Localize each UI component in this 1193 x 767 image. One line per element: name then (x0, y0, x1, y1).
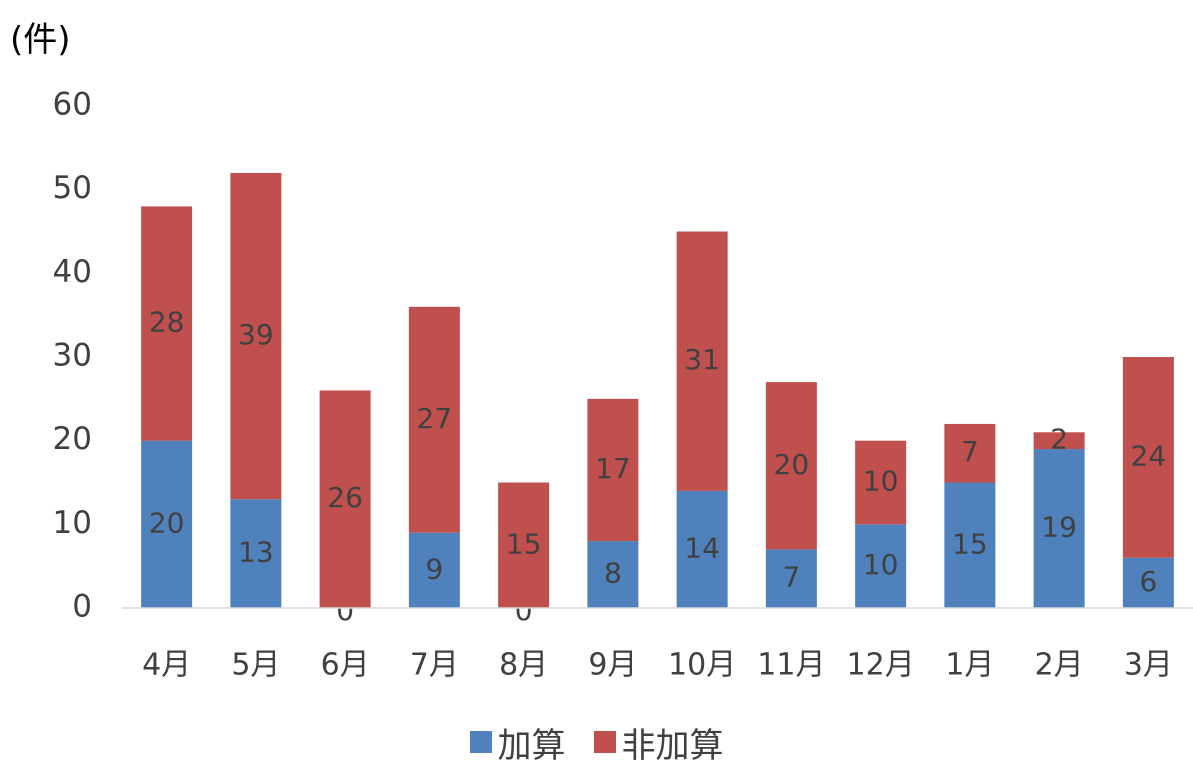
data-label: 26 (327, 481, 363, 514)
bar-hikasan (1033, 432, 1085, 450)
bar-kasan (855, 524, 907, 608)
data-label: 7 (782, 561, 800, 594)
bar-hikasan (587, 398, 639, 542)
x-tick-label: 10月 (668, 648, 736, 683)
bar-hikasan (408, 306, 460, 533)
y-tick-label: 40 (53, 254, 92, 290)
bar-hikasan (765, 382, 817, 550)
bar-kasan (141, 440, 193, 608)
data-label: 15 (952, 527, 988, 560)
chart-plot: 010203040506020284月13395月0266月9277月0158月… (53, 87, 1193, 683)
y-tick-label: 20 (53, 421, 92, 457)
data-label: 10 (863, 465, 899, 498)
legend-item-hikasan: 非加算 (593, 718, 724, 767)
bar-hikasan (1122, 357, 1174, 558)
bar-kasan (765, 549, 817, 608)
bar-kasan (587, 541, 639, 608)
bar-kasan (230, 499, 282, 608)
data-label: 2 (1050, 423, 1068, 456)
bar-hikasan (855, 440, 907, 525)
data-label: 28 (149, 306, 185, 339)
x-tick-label: 2月 (1035, 648, 1084, 683)
data-label: 15 (506, 527, 542, 560)
data-label: 39 (238, 318, 274, 351)
legend-label-hikasan: 非加算 (621, 725, 724, 766)
data-label: 20 (149, 506, 185, 539)
bar-kasan (676, 490, 728, 608)
data-label: 8 (604, 557, 622, 590)
x-tick-label: 3月 (1124, 648, 1173, 683)
legend-label-kasan: 加算 (497, 725, 566, 766)
data-label: 27 (417, 402, 453, 435)
bar-hikasan (944, 423, 996, 483)
data-label: 7 (961, 435, 979, 468)
bar-kasan (1122, 557, 1174, 608)
data-label: 14 (684, 531, 720, 564)
bar-hikasan (230, 172, 282, 500)
x-tick-label: 11月 (757, 648, 825, 683)
x-tick-label: 9月 (588, 648, 637, 683)
x-tick-label: 6月 (321, 648, 370, 683)
data-label: 17 (595, 452, 631, 485)
legend-swatch-kasan (469, 731, 492, 753)
data-label: 9 (425, 552, 443, 585)
y-unit-label: (件) (10, 20, 71, 60)
bar-hikasan (498, 482, 550, 608)
data-label: 6 (1139, 565, 1157, 598)
bar-hikasan (676, 231, 728, 491)
bar-hikasan (141, 206, 193, 441)
legend: 加算 非加算 (0, 718, 1193, 766)
x-tick-label: 1月 (945, 648, 994, 683)
y-tick-label: 30 (53, 338, 92, 374)
bar-kasan (408, 532, 460, 608)
data-label: 19 (1041, 511, 1077, 544)
data-label: 24 (1131, 439, 1167, 472)
bar-kasan (1033, 449, 1085, 608)
data-label: 10 (863, 548, 899, 581)
y-tick-label: 0 (72, 589, 92, 625)
x-tick-label: 5月 (231, 648, 280, 683)
data-label: 31 (684, 343, 720, 376)
x-tick-label: 7月 (410, 648, 459, 683)
y-tick-label: 60 (53, 87, 92, 123)
data-label: 13 (238, 536, 274, 569)
y-tick-label: 50 (53, 170, 92, 206)
x-tick-label: 12月 (847, 648, 915, 683)
bar-hikasan (319, 390, 371, 608)
x-tick-label: 4月 (142, 648, 191, 683)
x-tick-label: 8月 (499, 648, 548, 683)
legend-swatch-hikasan (593, 731, 616, 753)
bar-kasan (944, 482, 996, 608)
data-label: 20 (774, 448, 810, 481)
legend-item-kasan: 加算 (469, 718, 566, 767)
y-tick-label: 10 (53, 505, 92, 541)
